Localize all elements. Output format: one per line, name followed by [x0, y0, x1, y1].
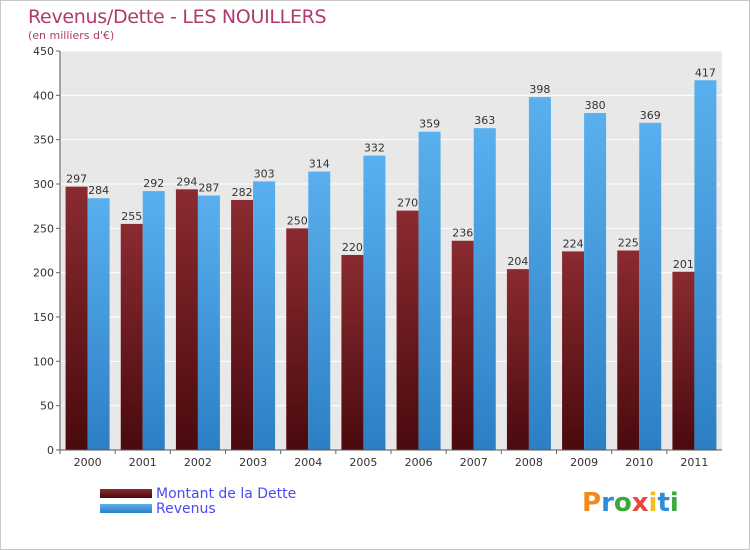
bar-dette	[672, 271, 695, 450]
x-tick-label: 2002	[184, 456, 212, 469]
data-label-revenus: 314	[309, 158, 330, 171]
legend-swatch-dette	[100, 489, 152, 498]
data-label-dette: 201	[673, 258, 694, 271]
bar-dette	[562, 251, 585, 450]
logo-letter: o	[613, 488, 632, 518]
bar-dette	[506, 269, 529, 450]
logo-letter: i	[669, 488, 679, 518]
data-label-revenus: 369	[640, 109, 661, 122]
bar-dette	[175, 189, 198, 450]
y-tick-label: 0	[47, 444, 54, 457]
bar-revenus	[253, 181, 276, 450]
bar-revenus	[308, 171, 331, 450]
data-label-dette: 270	[397, 197, 418, 210]
chart-title: Revenus/Dette - LES NOUILLERS	[28, 6, 327, 28]
bar-revenus	[363, 155, 386, 451]
x-tick-label: 2001	[129, 456, 157, 469]
y-tick-label: 150	[33, 311, 54, 324]
data-label-dette: 294	[176, 175, 197, 188]
bar-dette	[341, 254, 364, 450]
y-tick-label: 50	[40, 400, 54, 413]
x-tick-label: 2005	[349, 456, 377, 469]
data-label-dette: 225	[618, 237, 639, 250]
plot-background	[60, 51, 722, 450]
legend-item-revenus: Revenus	[100, 500, 296, 517]
x-tick-label: 2003	[239, 456, 267, 469]
data-label-revenus: 284	[88, 184, 109, 197]
data-label-revenus: 363	[474, 114, 495, 127]
bar-revenus	[528, 97, 551, 451]
logo-letter: P	[582, 488, 602, 518]
data-label-revenus: 303	[254, 167, 275, 180]
legend-item-dette: Montant de la Dette	[100, 485, 297, 502]
x-tick-label: 2007	[460, 456, 488, 469]
x-tick-label: 2010	[625, 456, 653, 469]
bar-revenus	[142, 191, 165, 451]
bar-revenus	[87, 198, 110, 450]
data-label-dette: 250	[287, 214, 308, 227]
data-label-revenus: 359	[419, 118, 440, 131]
logo-letter: x	[631, 488, 649, 518]
data-label-dette: 224	[563, 237, 584, 250]
bar-dette	[65, 186, 88, 450]
bar-revenus	[473, 128, 496, 450]
logo-letter: i	[648, 488, 658, 518]
y-tick-label: 250	[33, 222, 54, 235]
bar-revenus	[639, 122, 662, 450]
y-tick-label: 300	[33, 178, 54, 191]
bar-revenus	[197, 195, 220, 450]
y-tick-label: 200	[33, 267, 54, 280]
logo-letter: r	[601, 488, 614, 518]
logo-letter: t	[657, 488, 670, 518]
bar-dette	[451, 240, 474, 450]
data-label-revenus: 332	[364, 142, 385, 155]
y-tick-label: 400	[33, 89, 54, 102]
bar-dette	[396, 210, 419, 450]
data-label-dette: 282	[232, 186, 253, 199]
data-label-dette: 255	[121, 210, 142, 223]
legend-swatch-revenus	[100, 504, 152, 513]
x-tick-label: 2011	[680, 456, 708, 469]
y-tick-label: 100	[33, 355, 54, 368]
y-tick-label: 350	[33, 134, 54, 147]
data-label-revenus: 417	[695, 66, 716, 79]
proxiti-logo: Proxiti	[582, 488, 679, 518]
data-label-revenus: 398	[529, 83, 550, 96]
legend-label-revenus: Revenus	[156, 500, 216, 517]
legend-label-dette: Montant de la Dette	[156, 485, 297, 502]
bar-dette	[617, 250, 640, 450]
x-tick-label: 2000	[74, 456, 102, 469]
data-label-dette: 220	[342, 241, 363, 254]
x-tick-label: 2009	[570, 456, 598, 469]
x-tick-label: 2008	[515, 456, 543, 469]
bar-revenus	[418, 131, 441, 451]
y-tick-label: 450	[33, 45, 54, 58]
x-tick-label: 2004	[294, 456, 322, 469]
x-tick-label: 2006	[405, 456, 433, 469]
data-label-dette: 204	[507, 255, 528, 268]
bar-dette	[286, 228, 309, 450]
bar-dette	[120, 223, 143, 450]
data-label-dette: 236	[452, 227, 473, 240]
chart-subtitle: (en milliers d'€)	[28, 29, 115, 42]
data-label-revenus: 287	[198, 182, 219, 195]
data-label-dette: 297	[66, 173, 87, 186]
chart-legend: Montant de la Dette Revenus	[100, 485, 297, 517]
bar-dette	[231, 199, 254, 450]
data-label-revenus: 292	[143, 177, 164, 190]
bar-revenus	[584, 113, 607, 451]
data-label-revenus: 380	[585, 99, 606, 112]
bar-revenus	[694, 80, 717, 450]
